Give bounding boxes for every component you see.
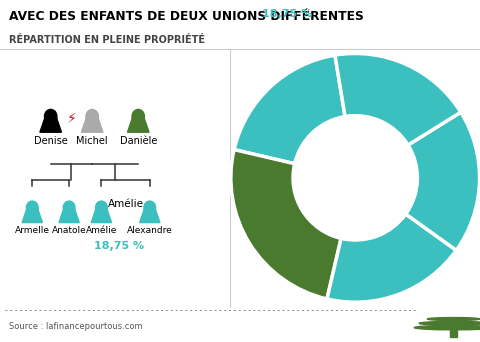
Circle shape	[45, 109, 57, 123]
Wedge shape	[335, 53, 461, 145]
Polygon shape	[59, 209, 79, 223]
Circle shape	[86, 109, 98, 123]
Text: RÉPARTITION EN PLEINE PROPRIÉTÉ: RÉPARTITION EN PLEINE PROPRIÉTÉ	[9, 35, 204, 45]
Ellipse shape	[427, 317, 480, 320]
Circle shape	[96, 201, 107, 214]
Wedge shape	[327, 214, 456, 302]
Wedge shape	[406, 112, 480, 250]
Polygon shape	[40, 118, 61, 132]
Text: Armelle: Armelle	[15, 226, 50, 235]
Polygon shape	[91, 209, 111, 223]
Ellipse shape	[414, 326, 480, 330]
Polygon shape	[22, 209, 42, 223]
Text: 18,75 %: 18,75 %	[262, 9, 312, 19]
Circle shape	[144, 201, 156, 214]
Text: AVEC DES ENFANTS DE DEUX UNIONS DIFFÉRENTES: AVEC DES ENFANTS DE DEUX UNIONS DIFFÉREN…	[9, 10, 363, 23]
Text: Danièle: Danièle	[120, 136, 157, 146]
Text: ⚡: ⚡	[67, 112, 76, 126]
Text: Amélie: Amélie	[86, 226, 117, 235]
Text: Amélie: Amélie	[108, 199, 144, 209]
Bar	[450, 329, 457, 337]
Circle shape	[26, 201, 38, 214]
Polygon shape	[128, 118, 149, 132]
Polygon shape	[140, 209, 160, 223]
Ellipse shape	[419, 321, 480, 325]
Text: Michel: Michel	[76, 136, 108, 146]
Text: Denise: Denise	[34, 136, 68, 146]
Polygon shape	[82, 118, 103, 132]
Circle shape	[63, 201, 75, 214]
Wedge shape	[234, 55, 345, 164]
Text: Anatole: Anatole	[52, 226, 86, 235]
Text: Alexandre: Alexandre	[127, 226, 173, 235]
Wedge shape	[231, 149, 341, 299]
Circle shape	[132, 109, 144, 123]
Text: 18,75 %: 18,75 %	[94, 241, 144, 251]
Text: Source : lafinancepourtous.com: Source : lafinancepourtous.com	[9, 322, 142, 331]
